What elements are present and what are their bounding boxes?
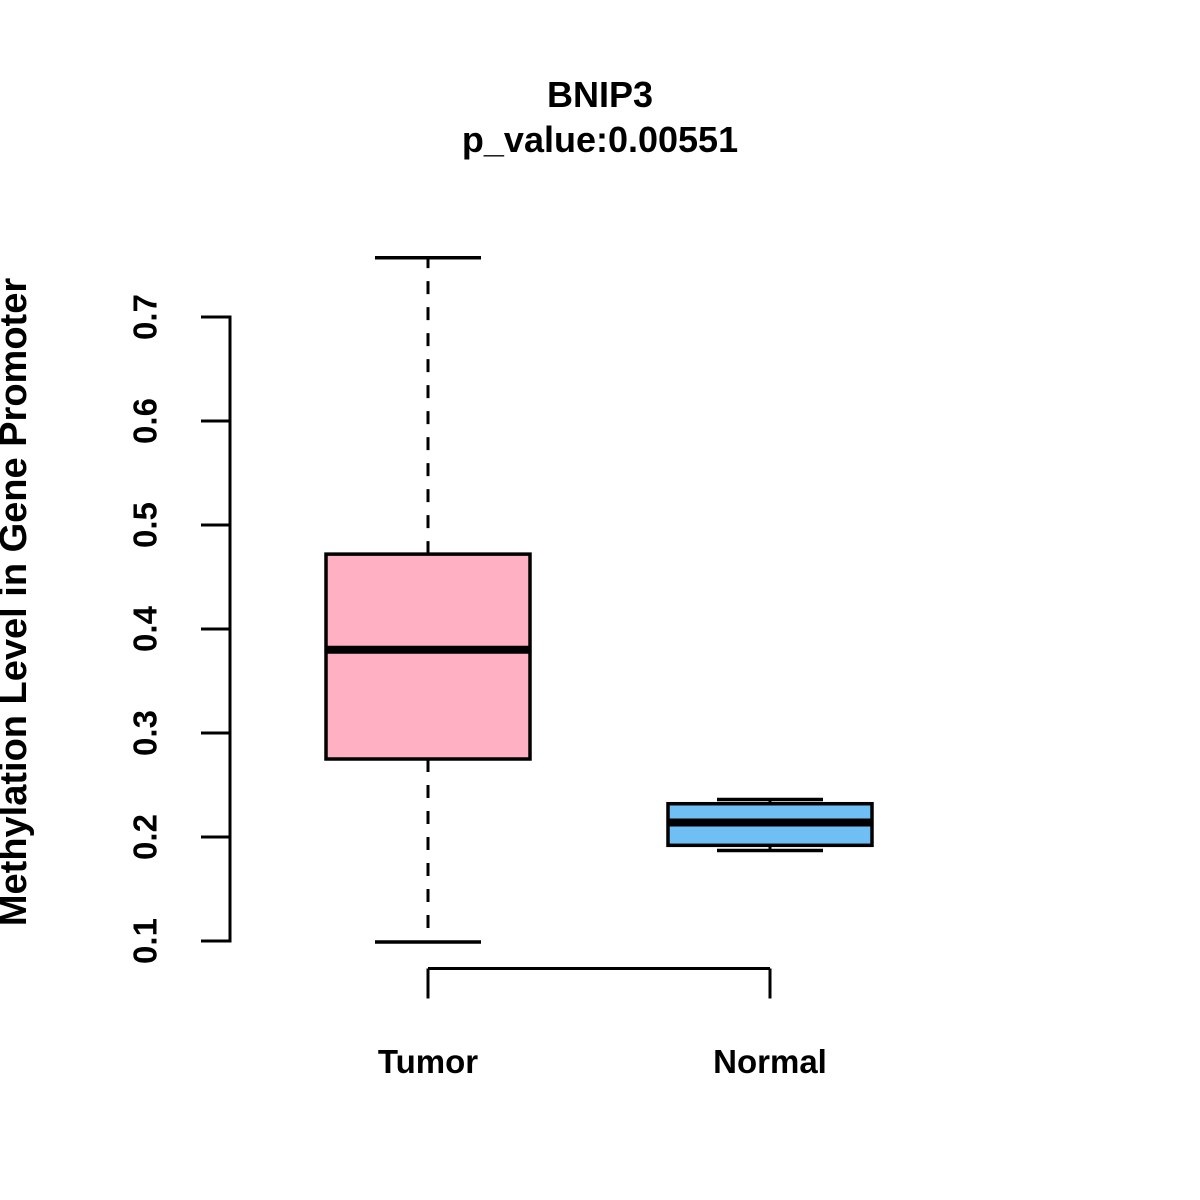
- tumor-box: [324, 552, 532, 761]
- normal-box-group: [666, 797, 874, 853]
- axes-layer: 0.1 0.2 0.3 0.4 0.5 0.6 0.7 Tumor Normal: [127, 294, 827, 1080]
- tumor-box-group: [324, 255, 532, 944]
- boxes-layer: [324, 255, 874, 944]
- plot-title: BNIP3: [547, 74, 653, 115]
- y-axis-tick-label: 0.1: [127, 918, 164, 964]
- y-axis-tick-label: 0.3: [127, 710, 164, 756]
- y-axis-tick-label: 0.5: [127, 502, 164, 548]
- plot-subtitle: p_value:0.00551: [462, 119, 738, 160]
- y-axis-tick-label: 0.7: [127, 294, 164, 340]
- x-axis-category-label-normal: Normal: [713, 1043, 827, 1080]
- y-axis-title: Methylation Level in Gene Promoter: [0, 278, 35, 926]
- y-axis-tick-label: 0.2: [127, 814, 164, 860]
- x-axis-category-label-tumor: Tumor: [378, 1043, 478, 1080]
- y-axis-tick-label: 0.4: [127, 605, 164, 652]
- y-axis-tick-label: 0.6: [127, 398, 164, 444]
